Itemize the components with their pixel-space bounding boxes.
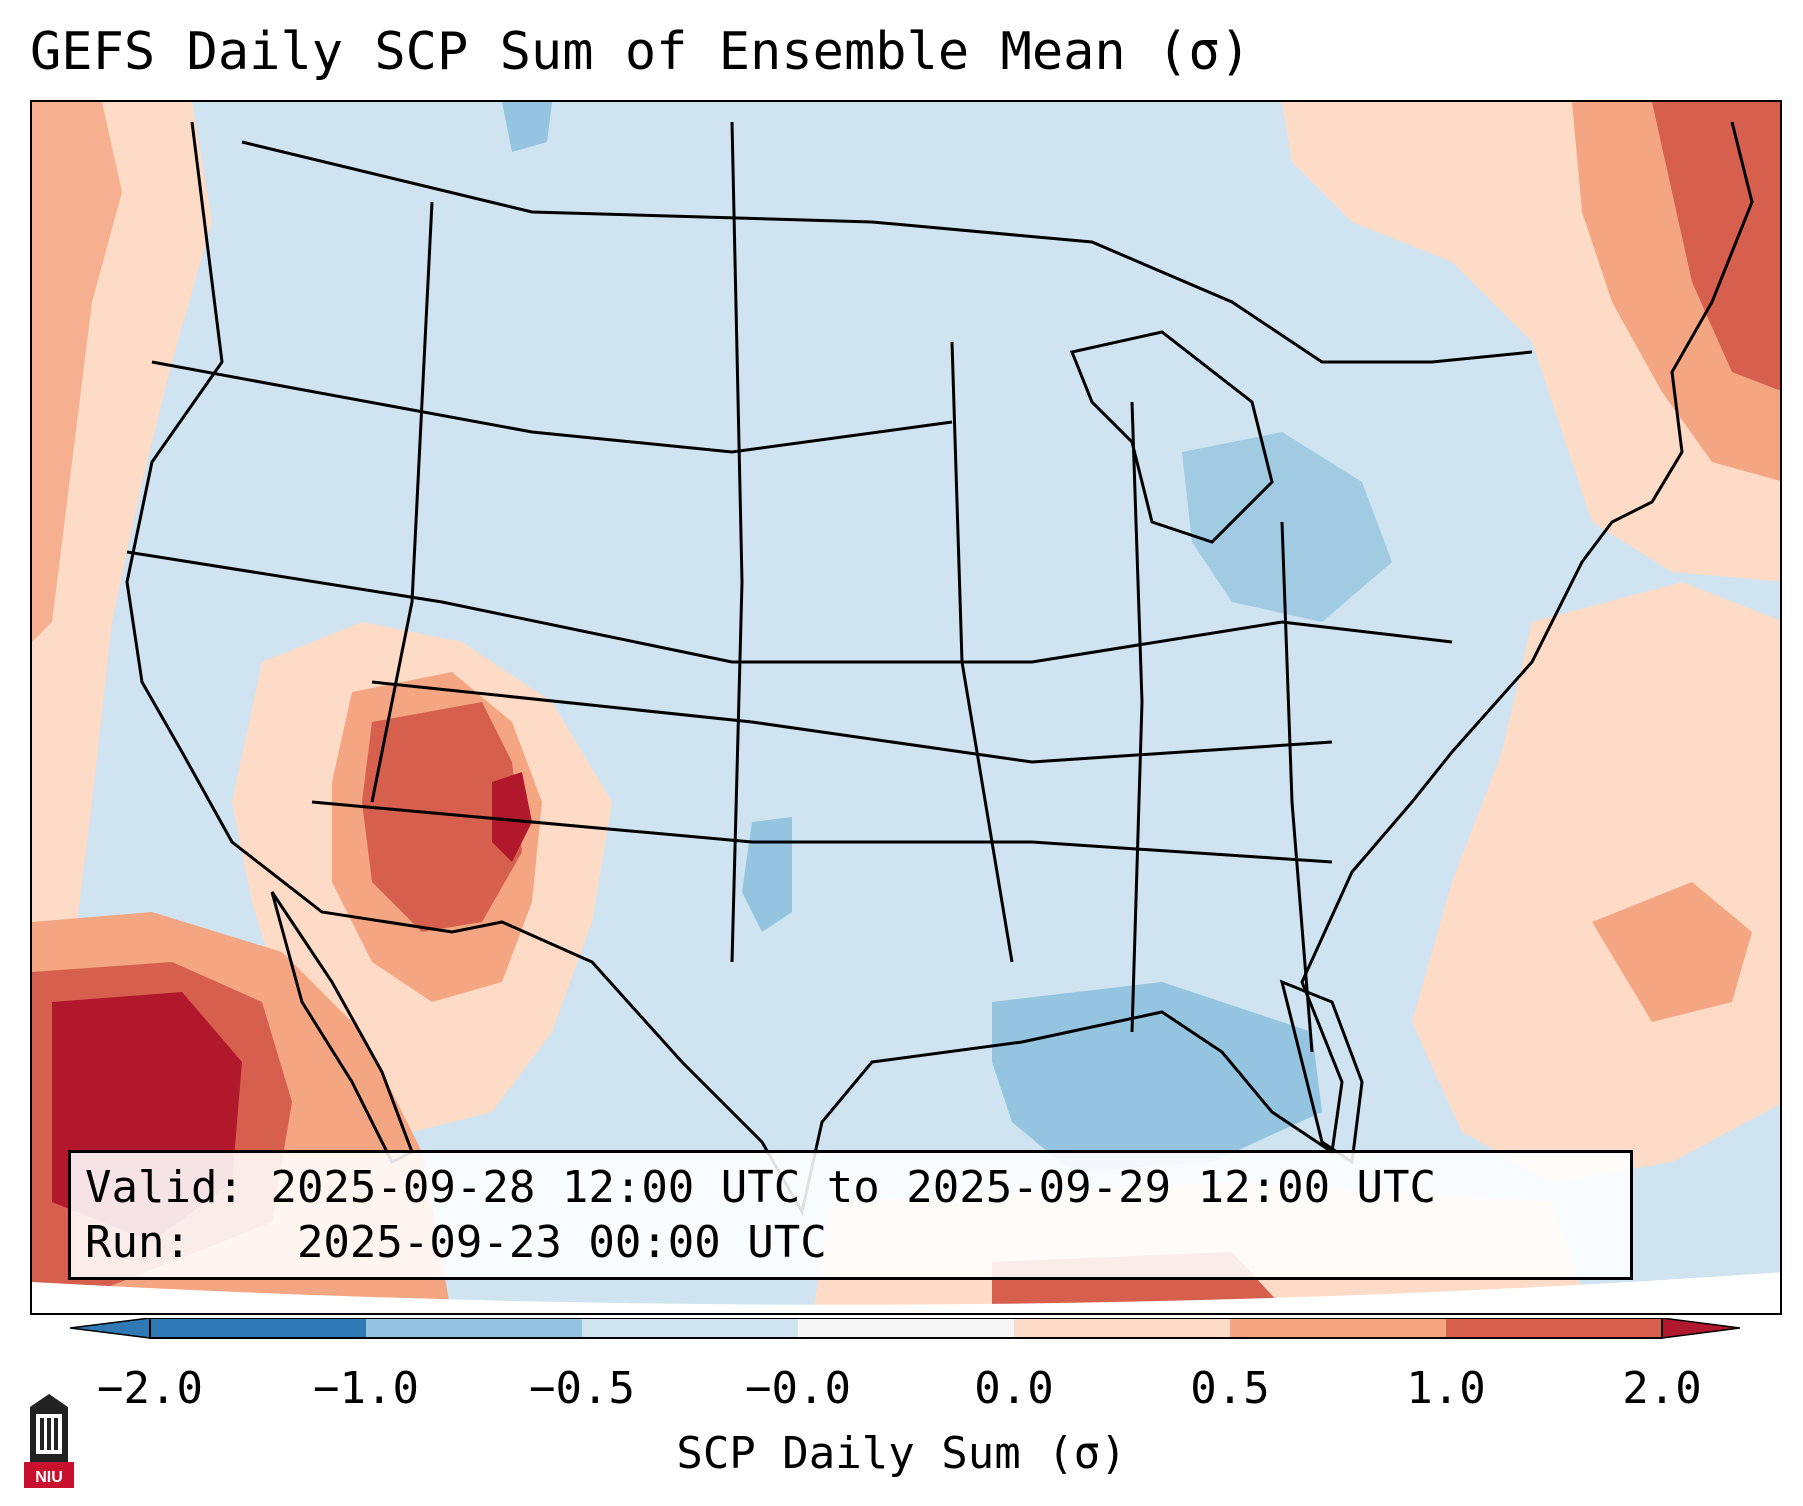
state-line-9 [1280,521,1314,1053]
chart-title: GEFS Daily SCP Sum of Ensemble Mean (σ) [30,22,1251,82]
colorbar-tick: 1.0 [1406,1363,1486,1414]
colorbar-extend-right [1661,1318,1740,1339]
colorbar-segment-5 [1014,1318,1230,1338]
colorbar-tick: −0.5 [529,1363,635,1414]
run-label: Run: [85,1217,191,1268]
colorbar-tick: 2.0 [1622,1363,1702,1414]
colorbar-segment-4 [798,1318,1014,1338]
state-line-6 [730,121,744,963]
valid-value: 2025-09-28 12:00 UTC to 2025-09-29 12:00… [270,1162,1437,1213]
colorbar-extend-left [70,1318,151,1339]
state-line-2 [126,550,1453,664]
anomaly-gulf [992,982,1322,1172]
colorbar-segment-6 [1230,1318,1446,1338]
map-svg [32,102,1780,1313]
run-value: 2025-09-23 00:00 UTC [296,1217,827,1268]
state-line-4 [311,800,1333,864]
state-line-5 [370,201,434,803]
valid-run-info-box: Valid: 2025-09-28 12:00 UTC to 2025-09-2… [68,1150,1633,1280]
state-line-3 [371,680,1333,764]
canada-border [241,140,1533,364]
logo-text: NIU [35,1469,63,1486]
colorbar-tick: −0.0 [745,1363,851,1414]
boundaries [125,121,1754,1217]
state-line-7 [950,341,1014,963]
colorbar-tick: −2.0 [97,1363,203,1414]
colorbar [70,1318,1740,1339]
us-outline [125,121,1754,1217]
colorbar-label: SCP Daily Sum (σ) [676,1428,1127,1479]
niu-logo-icon: NIU [24,1394,74,1488]
colorbar-segment-1 [150,1318,366,1338]
anomaly-fields [32,102,1780,1313]
map-domain-mask [32,1272,1780,1313]
map-panel[interactable] [30,100,1782,1315]
colorbar-tick: 0.5 [1190,1363,1270,1414]
colorbar-segment-3 [582,1318,798,1338]
state-line-1 [151,360,953,454]
anomaly-western-atlantic [1412,582,1780,1182]
colorbar-segment-7 [1446,1318,1662,1338]
colorbar-tick: 0.0 [974,1363,1054,1414]
colorbar-segment-2 [366,1318,582,1338]
great-lakes [1069,330,1274,544]
colorbar-tick: −1.0 [313,1363,419,1414]
valid-label: Valid: [85,1162,244,1213]
state-line-8 [1130,401,1144,1033]
